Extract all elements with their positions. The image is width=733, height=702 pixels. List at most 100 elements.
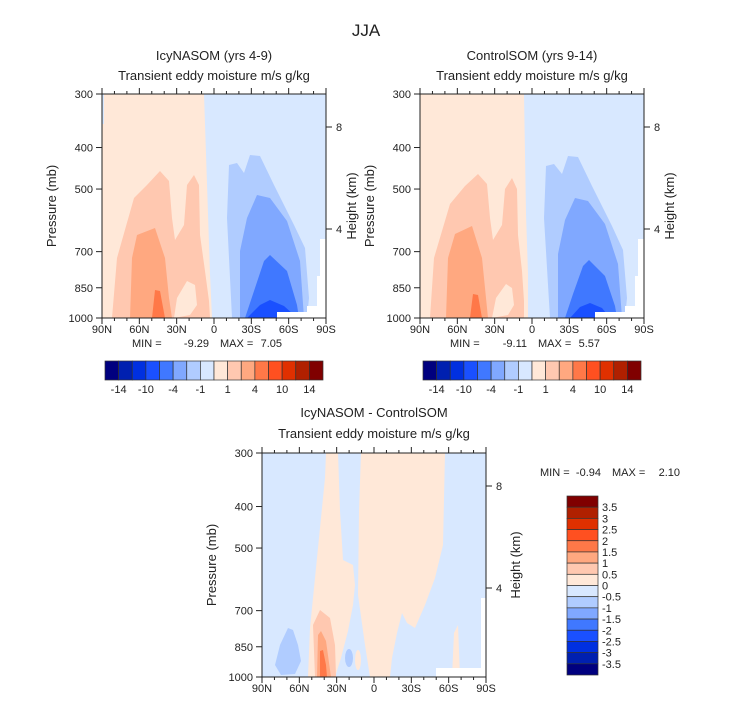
- colorbar-label: -3.5: [602, 659, 621, 671]
- y-tick-label: 400: [235, 502, 253, 514]
- x-tick-label: 90N: [410, 324, 430, 336]
- colorbar-box: [118, 360, 133, 381]
- colorbar-label: -0.5: [602, 592, 621, 604]
- colorbar-label: -1: [195, 384, 205, 396]
- height-tick-label: 8: [496, 481, 502, 493]
- colorbar-box: [613, 360, 628, 381]
- y-tick-label: 1000: [229, 672, 253, 684]
- colorbar-box: [566, 596, 599, 609]
- y-tick-label: 400: [393, 143, 411, 155]
- x-tick-label: 0: [529, 324, 535, 336]
- contour-fill-neg-0.5-1-small: [345, 649, 353, 667]
- x-tick-label: 90S: [476, 683, 496, 695]
- y-tick-label: 300: [75, 89, 93, 101]
- colorbar-label: 3.5: [602, 502, 617, 514]
- colorbar-label: 1: [602, 558, 608, 570]
- min-value: -9.11: [503, 338, 527, 350]
- min-label: MIN =: [540, 467, 570, 479]
- colorbar-box: [268, 360, 283, 381]
- y-axis-label: Pressure (mb): [362, 165, 377, 247]
- colorbar-box: [449, 360, 465, 381]
- x-tick-label: 30S: [560, 324, 580, 336]
- colorbar-box: [545, 360, 560, 381]
- colorbar-label: 3: [602, 513, 608, 525]
- colorbar-box: [213, 360, 228, 381]
- min-value: -0.94: [576, 467, 601, 479]
- colorbar-box: [240, 360, 256, 381]
- contour-fill-pos-4: [470, 294, 482, 318]
- colorbar-box: [566, 540, 599, 553]
- contour-fill-neg-strip: [102, 94, 104, 124]
- colorbar-box: [586, 360, 601, 381]
- y-tick-label: 500: [75, 184, 93, 196]
- colorbar-box: [566, 562, 599, 575]
- colorbar-box: [309, 360, 324, 381]
- colorbar-label: -1.5: [602, 614, 621, 626]
- colorbar-label: -4: [486, 384, 496, 396]
- x-tick-label: 30N: [167, 324, 187, 336]
- height-axis-label: Height (km): [508, 531, 523, 598]
- colorbar-label: 4: [252, 384, 258, 396]
- x-tick-label: 30N: [485, 324, 505, 336]
- x-tick-label: 60N: [447, 324, 467, 336]
- colorbar-box: [131, 360, 147, 381]
- min-label: MIN =: [132, 338, 162, 350]
- colorbar-box: [104, 360, 119, 381]
- min-label: MIN =: [450, 338, 480, 350]
- max-label: MAX =: [538, 338, 571, 350]
- contour-field: [262, 453, 486, 677]
- colorbar-label: 1: [543, 384, 549, 396]
- height-tick-label: 8: [654, 122, 660, 134]
- colorbar-label: 14: [621, 384, 633, 396]
- contour-fill-neg-4: [245, 255, 299, 318]
- contour-fill-pos-4: [152, 290, 165, 318]
- colorbar-box: [227, 360, 242, 381]
- colorbar-box: [477, 360, 492, 381]
- colorbar-box: [558, 360, 574, 381]
- contour-fill-neg-4: [565, 260, 617, 318]
- x-tick-label: 30N: [327, 683, 347, 695]
- panel-subtitle: Transient eddy moisture m/s g/kg: [436, 68, 628, 83]
- x-tick-label: 30S: [242, 324, 262, 336]
- contour-fill-pos-0.5-small: [452, 625, 460, 677]
- max-label: MAX =: [612, 467, 645, 479]
- colorbar-box: [281, 360, 297, 381]
- contour-fill-pos-0.5-blob: [355, 650, 361, 670]
- colorbar-label: -3: [602, 648, 612, 660]
- contour-fill-pos-2: [130, 228, 172, 318]
- x-tick-label: 60S: [439, 683, 459, 695]
- contour-fill-pos-1.5-2: [320, 650, 327, 677]
- colorbar-label: 0: [602, 581, 608, 593]
- x-tick-label: 90N: [92, 324, 112, 336]
- colorbar-box: [145, 360, 160, 381]
- height-tick-label: 4: [336, 224, 342, 236]
- colorbar-box: [566, 641, 599, 653]
- y-tick-label: 400: [75, 143, 93, 155]
- colorbar-label: 10: [594, 384, 606, 396]
- colorbar-label: 10: [276, 384, 288, 396]
- height-axis-label: Height (km): [662, 172, 677, 239]
- colorbar-label: 0.5: [602, 569, 617, 581]
- y-tick-label: 300: [393, 89, 411, 101]
- colorbar-label: -1: [513, 384, 523, 396]
- panel-title: ControlSOM (yrs 9-14): [467, 48, 598, 63]
- colorbar-box: [566, 618, 599, 631]
- colorbar-label: 14: [303, 384, 315, 396]
- colorbar-label: -2: [602, 625, 612, 637]
- colorbar-label: -14: [111, 384, 127, 396]
- max-label: MAX =: [220, 338, 253, 350]
- colorbar-box: [295, 360, 310, 381]
- colorbar-label: 2.5: [602, 525, 617, 537]
- colorbar-box: [566, 573, 599, 586]
- colorbar-box: [566, 529, 599, 542]
- height-tick-label: 8: [336, 122, 342, 134]
- y-tick-label: 1000: [387, 313, 411, 325]
- missing-data-region: [595, 239, 644, 318]
- colorbar-box: [599, 360, 615, 381]
- y-tick-label: 700: [393, 247, 411, 259]
- colorbar-box: [566, 652, 599, 665]
- colorbar-box: [566, 629, 599, 642]
- panel-controlsom: ControlSOM (yrs 9-14) Transient eddy mois…: [362, 48, 677, 396]
- colorbar-box: [254, 360, 269, 381]
- colorbar-box: [490, 360, 506, 381]
